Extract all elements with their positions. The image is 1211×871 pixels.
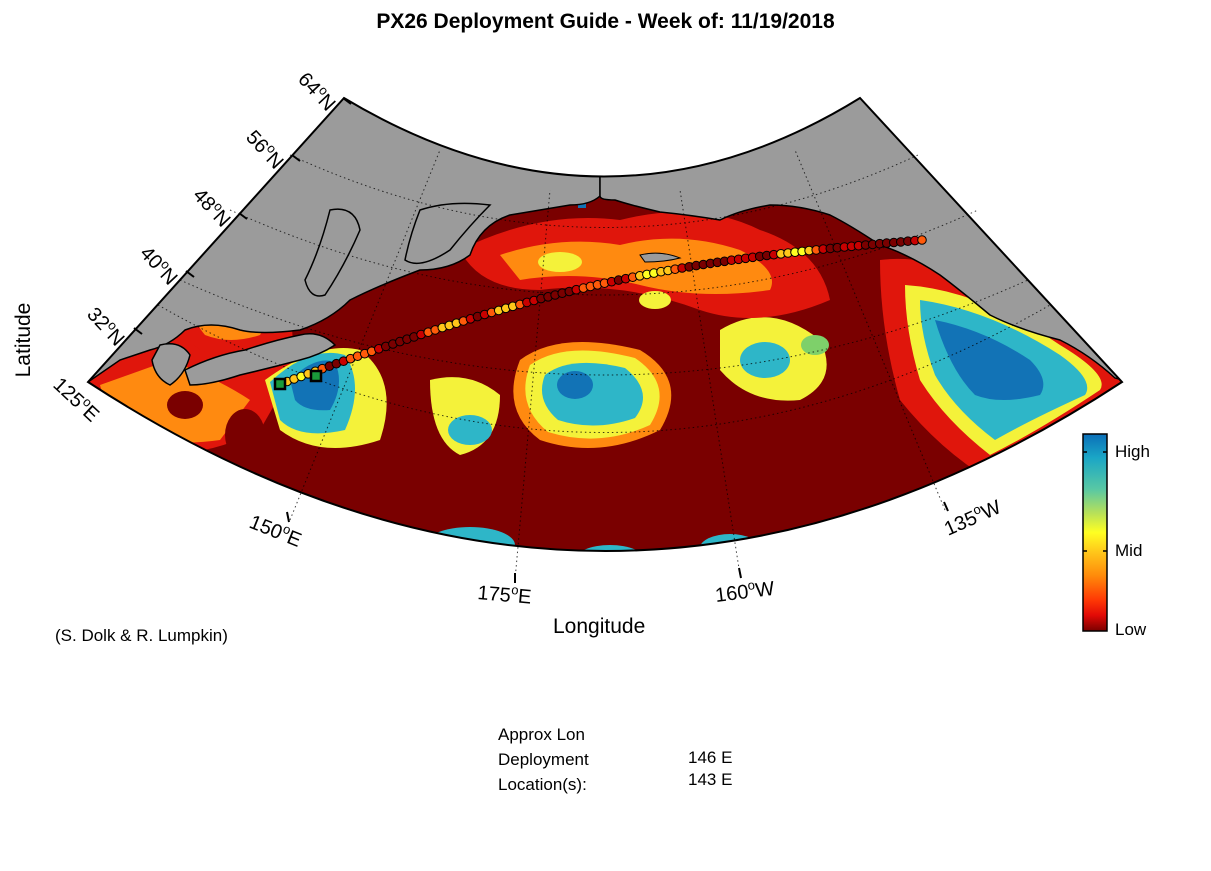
lon-label-175e: 175oE [477,579,533,609]
deployment-location-2: 143 E [688,770,733,789]
gulf-alaska-blue [935,320,1044,400]
lat-label-40: 40oN [135,240,183,289]
east-central-cyan [740,342,790,378]
central-blue-core [557,371,593,399]
deployment-header: Approx Lon Deployment Location(s): [498,722,589,797]
bering-yellow-2 [639,291,671,309]
japan-land [184,333,337,386]
central-cyan [541,362,643,426]
deployment-header-line2: Deployment [498,750,589,769]
west-central-cyan [448,415,492,445]
boundary-ticks [133,97,949,583]
colorbar-label-high: High [1115,442,1150,461]
sakhalin-land [304,208,361,297]
korea-land [151,343,191,386]
east-central-green [801,335,829,355]
lon-label-135w: 135oW [940,493,1005,540]
colorbar-ticks [1083,451,1107,552]
colorbar-label-mid: Mid [1115,541,1143,560]
y-axis-label: Latitude [12,302,35,378]
deployment-header-line3: Location(s): [498,775,587,794]
kamchatka-land [404,202,492,265]
x-axis-label: Longitude [553,615,646,638]
west-low-eddy-2 [225,409,265,461]
colorbar-label-low: Low [1115,620,1147,639]
map-area [88,98,1122,551]
lon-label-150e: 150oE [246,508,305,551]
deployment-location-1: 146 E [688,748,733,767]
deployment-marker-1 [273,377,287,391]
meridian-135w [794,149,946,511]
track-point [917,235,927,245]
colorbar [1082,433,1108,632]
deployment-locations: 146 E 143 E [688,747,732,791]
bering-orange [500,238,772,294]
aleutian-bits [639,252,682,263]
map-border [86,96,1124,552]
lon-label-160w: 160oW [714,575,776,607]
parallel-56 [289,154,919,228]
graticule [157,149,1051,581]
parallel-32 [157,304,1051,433]
southern-low-tongue [290,470,880,530]
parallel-48 [229,209,979,296]
credit-text: (S. Dolk & R. Lumpkin) [55,626,228,645]
page-title: PX26 Deployment Guide - Week of: 11/19/2… [376,10,835,33]
deployment-header-line1: Approx Lon [498,725,585,744]
bering-yellow-1 [538,252,582,272]
meridian-160w [679,189,741,576]
west-low-eddy-1 [167,391,203,419]
deployment-track [273,235,927,391]
deployment-marker-2 [309,369,323,383]
